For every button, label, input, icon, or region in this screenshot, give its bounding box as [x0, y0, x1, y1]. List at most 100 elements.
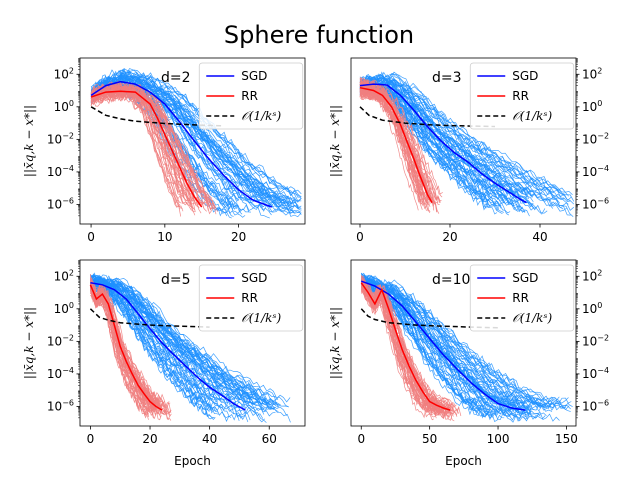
- sgd-run-line: [361, 276, 546, 405]
- sgd-run-line: [359, 82, 489, 209]
- y-tick-label: 10−6: [582, 196, 609, 211]
- y-tick-exponent: 2: [597, 66, 602, 75]
- sgd-run-line: [361, 275, 569, 404]
- y-tick-label: 10−6: [47, 196, 74, 211]
- legend-sgd-label: SGD: [241, 271, 267, 285]
- rr-run-line: [359, 81, 441, 203]
- rr-mean-line: [359, 86, 433, 203]
- rr-run-line: [360, 281, 460, 415]
- x-axis-label: Epoch: [174, 454, 211, 468]
- legend-ref-label: 𝒪(1/kˢ): [512, 109, 552, 123]
- x-tick-label: 0: [356, 230, 364, 244]
- rr-run-line: [359, 89, 431, 213]
- x-tick-label: 20: [231, 230, 246, 244]
- y-tick-exponent: −4: [62, 164, 74, 173]
- plot-area: [360, 272, 573, 423]
- y-tick-label: 10−2: [47, 131, 74, 146]
- x-tick-label: 40: [532, 230, 547, 244]
- rr-run-line: [91, 88, 214, 211]
- x-tick-label: 10: [157, 230, 172, 244]
- reference-line: [359, 106, 496, 128]
- dimension-annotation: d=10: [432, 272, 470, 288]
- rr-run-line: [90, 92, 182, 217]
- legend: SGD RR 𝒪(1/kˢ): [469, 264, 575, 332]
- y-tick-exponent: −6: [62, 196, 74, 205]
- sgd-run-line: [90, 285, 265, 423]
- x-tick-label: 60: [262, 432, 277, 446]
- y-axis-label: ||x̄q,k − x*||: [22, 105, 36, 177]
- legend: SGD RR 𝒪(1/kˢ): [198, 264, 304, 332]
- legend-ref-label: 𝒪(1/kˢ): [241, 109, 281, 123]
- y-tick-label: 10−2: [582, 333, 609, 348]
- rr-run-line: [90, 276, 166, 403]
- plot-area: [90, 68, 302, 219]
- legend: SGD RR 𝒪(1/kˢ): [469, 62, 575, 130]
- rr-mean-line: [360, 282, 451, 411]
- sgd-run-line: [359, 78, 561, 204]
- y-tick-exponent: −6: [597, 196, 609, 205]
- sgd-run-line: [90, 284, 242, 419]
- y-tick-label: 102: [582, 268, 602, 283]
- sgd-run-line: [90, 276, 237, 406]
- y-tick-label: 100: [582, 301, 602, 316]
- y-tick-label: 100: [54, 99, 74, 114]
- y-tick-exponent: 0: [597, 301, 602, 310]
- sgd-mean-line: [359, 83, 527, 204]
- legend-ref-label: 𝒪(1/kˢ): [241, 311, 281, 325]
- rr-run-line: [90, 90, 202, 214]
- sgd-run-line: [90, 68, 302, 196]
- y-tick-label: 10−4: [582, 366, 609, 381]
- y-tick-label: 10−4: [47, 366, 74, 381]
- y-tick-label: 10−6: [582, 398, 609, 413]
- sgd-run-line: [90, 282, 274, 410]
- x-tick-label: 0: [87, 432, 95, 446]
- sgd-run-line: [361, 278, 552, 409]
- y-tick-label: 10−6: [47, 398, 74, 413]
- y-tick-label: 100: [54, 301, 74, 316]
- panel-4: 0 50 100 150 102 100 10−2 10−4 10−6 ||x̄q,k − x*|…: [328, 259, 609, 468]
- sgd-run-line: [90, 277, 291, 403]
- sgd-run-line: [361, 274, 519, 403]
- sgd-run-line: [90, 276, 210, 409]
- reference-line: [360, 308, 499, 329]
- legend-sgd-label: SGD: [241, 69, 267, 83]
- y-tick-exponent: −2: [597, 131, 609, 140]
- sgd-run-line: [361, 279, 553, 412]
- plot-area: [89, 272, 291, 423]
- sgd-run-line: [361, 274, 572, 409]
- y-tick-exponent: 2: [69, 66, 74, 75]
- rr-mean-line: [90, 90, 203, 208]
- legend-sgd-label: SGD: [512, 69, 538, 83]
- x-tick-label: 150: [555, 432, 578, 446]
- sgd-run-line: [90, 275, 281, 406]
- y-tick-exponent: −2: [62, 131, 74, 140]
- rr-run-line: [90, 287, 149, 420]
- sgd-run-line: [359, 80, 514, 205]
- reference-line: [89, 308, 210, 328]
- y-tick-exponent: −4: [62, 366, 74, 375]
- sgd-run-line: [90, 74, 299, 206]
- y-tick-label: 10−2: [47, 333, 74, 348]
- rr-run-line: [359, 89, 427, 212]
- y-axis-label: ||x̄q,k − x*||: [328, 307, 342, 379]
- x-tick-label: 20: [442, 230, 457, 244]
- y-tick-exponent: 0: [69, 301, 74, 310]
- x-tick-label: 40: [202, 432, 217, 446]
- y-tick-exponent: −4: [597, 366, 609, 375]
- sgd-run-line: [359, 78, 575, 202]
- rr-run-line: [90, 278, 170, 408]
- legend-box: [469, 62, 575, 130]
- legend-rr-label: RR: [241, 89, 258, 103]
- legend-box: [198, 62, 304, 130]
- y-tick-exponent: 2: [69, 268, 74, 277]
- y-tick-label: 100: [582, 99, 602, 114]
- legend-rr-label: RR: [512, 291, 529, 305]
- x-tick-label: 20: [142, 432, 157, 446]
- legend-sgd-label: SGD: [512, 271, 538, 285]
- y-tick-label: 102: [54, 268, 74, 283]
- rr-run-line: [90, 86, 190, 206]
- y-axis-label: ||x̄q,k − x*||: [328, 105, 342, 177]
